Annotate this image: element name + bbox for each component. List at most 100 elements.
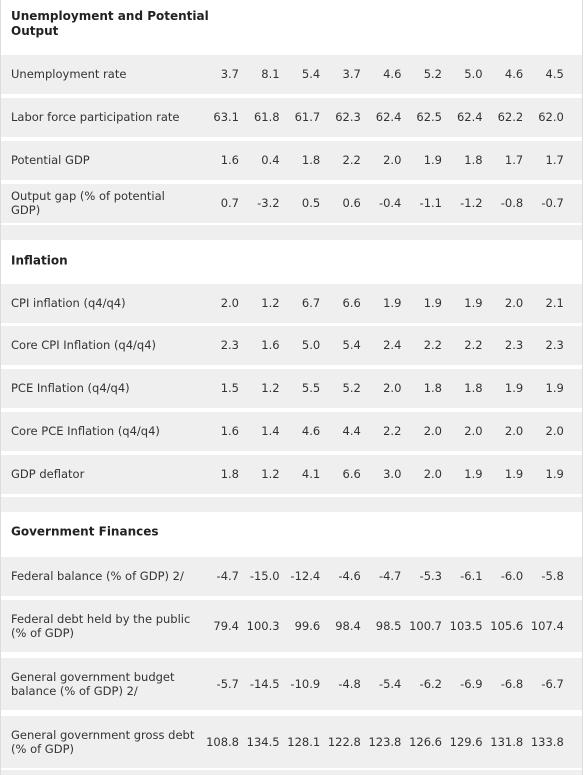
cell-value: 122.8 (327, 735, 361, 749)
cell-value: 1.9 (504, 381, 524, 395)
cell-value: 2.2 (342, 153, 361, 167)
row-background (1, 140, 582, 180)
cell-value: -6.0 (500, 569, 524, 583)
cell-value: 5.4 (301, 67, 321, 81)
cell-value: 3.0 (383, 467, 402, 481)
cell-value: 133.8 (530, 735, 564, 749)
cell-value: -6.2 (419, 677, 442, 691)
cell-value: 1.2 (261, 381, 280, 395)
cell-value: 1.9 (545, 467, 564, 481)
row-label: Core PCE Inflation (q4/q4) (11, 424, 160, 438)
cell-value: 5.2 (423, 67, 442, 81)
cell-value: 1.4 (261, 424, 280, 438)
cell-value: 2.3 (504, 338, 524, 352)
cell-value: 108.8 (206, 735, 239, 749)
row-label: Unemployment rate (11, 67, 127, 81)
row-background (1, 658, 582, 710)
row-label: CPI inflation (q4/q4) (11, 296, 126, 310)
cell-value: 129.6 (449, 735, 483, 749)
cell-value: -6.7 (541, 677, 564, 691)
row-background (1, 54, 582, 94)
cell-value: 5.0 (301, 338, 321, 352)
cell-value: 5.0 (464, 67, 483, 81)
cell-value: -6.9 (460, 677, 483, 691)
cell-value: 6.6 (342, 296, 361, 310)
cell-value: 2.0 (545, 424, 564, 438)
section-title: Inflation (11, 253, 68, 268)
cell-value: 0.4 (261, 153, 280, 167)
row-background (1, 368, 582, 408)
cell-value: 2.2 (464, 338, 483, 352)
row-background (1, 454, 582, 494)
cell-value: -5.7 (216, 677, 239, 691)
cell-value: 3.7 (220, 67, 239, 81)
cell-value: -4.6 (338, 569, 361, 583)
cell-value: -10.9 (290, 677, 321, 691)
cell-value: 62.0 (538, 110, 564, 124)
cell-value: -6.1 (460, 569, 483, 583)
cell-value: 1.2 (261, 296, 280, 310)
cell-value: 0.6 (342, 196, 361, 210)
cell-value: 61.7 (294, 110, 321, 124)
cell-value: 1.6 (261, 338, 280, 352)
cell-value: 63.1 (213, 110, 239, 124)
cell-value: 2.2 (423, 338, 442, 352)
cell-value: 6.6 (342, 467, 361, 481)
cell-value: 134.5 (246, 735, 280, 749)
section-title: Government Finances (11, 524, 159, 539)
cell-value: 1.7 (504, 153, 524, 167)
cell-value: 62.2 (497, 110, 524, 124)
cell-value: -15.0 (249, 569, 280, 583)
row-label: Output gap (% of potential GDP) (11, 189, 165, 217)
cell-value: 62.4 (456, 110, 483, 124)
cell-value: 1.8 (423, 381, 442, 395)
cell-value: 126.6 (409, 735, 442, 749)
row-label: General government gross debt (% of GDP) (11, 728, 195, 756)
row-background (1, 411, 582, 451)
cell-value: -6.8 (500, 677, 524, 691)
cell-value: 2.0 (383, 381, 402, 395)
row-background (1, 600, 582, 652)
row-background (1, 556, 582, 596)
cell-value: 4.6 (383, 67, 402, 81)
cell-value: -5.8 (541, 569, 564, 583)
cell-value: 5.4 (342, 338, 361, 352)
cell-value: -0.4 (378, 196, 402, 210)
cell-value: 103.5 (449, 619, 483, 633)
cell-value: 62.5 (416, 110, 442, 124)
cell-value: 1.5 (220, 381, 239, 395)
row-background (1, 183, 582, 223)
cell-value: 107.4 (530, 619, 564, 633)
row-label: GDP deflator (11, 467, 85, 481)
cell-value: 4.4 (342, 424, 361, 438)
cell-value: 1.9 (423, 296, 442, 310)
cell-value: 1.6 (220, 153, 239, 167)
cell-value: 2.0 (220, 296, 239, 310)
cell-value: 1.9 (545, 381, 564, 395)
cell-value: 1.8 (464, 381, 483, 395)
cell-value: -0.7 (541, 196, 564, 210)
cell-value: 99.6 (294, 619, 321, 633)
cell-value: -4.7 (216, 569, 239, 583)
cell-value: 79.4 (213, 619, 239, 633)
cell-value: 4.6 (301, 424, 321, 438)
row-label: Federal balance (% of GDP) 2/ (11, 569, 184, 583)
cell-value: 128.1 (287, 735, 321, 749)
cell-value: 2.3 (545, 338, 564, 352)
cell-value: 2.0 (504, 296, 524, 310)
cell-value: -3.2 (257, 196, 280, 210)
cell-value: 1.9 (423, 153, 442, 167)
row-label: PCE Inflation (q4/q4) (11, 381, 130, 395)
cell-value: -0.8 (500, 196, 524, 210)
cell-value: 0.7 (220, 196, 239, 210)
cell-value: 1.8 (464, 153, 483, 167)
cell-value: -4.8 (338, 677, 361, 691)
cell-value: 1.9 (464, 296, 483, 310)
row-background (1, 283, 582, 323)
row-background (1, 325, 582, 365)
cell-value: -4.7 (378, 569, 402, 583)
cell-value: 4.1 (301, 467, 321, 481)
cell-value: 5.2 (342, 381, 361, 395)
cell-value: 2.3 (220, 338, 239, 352)
